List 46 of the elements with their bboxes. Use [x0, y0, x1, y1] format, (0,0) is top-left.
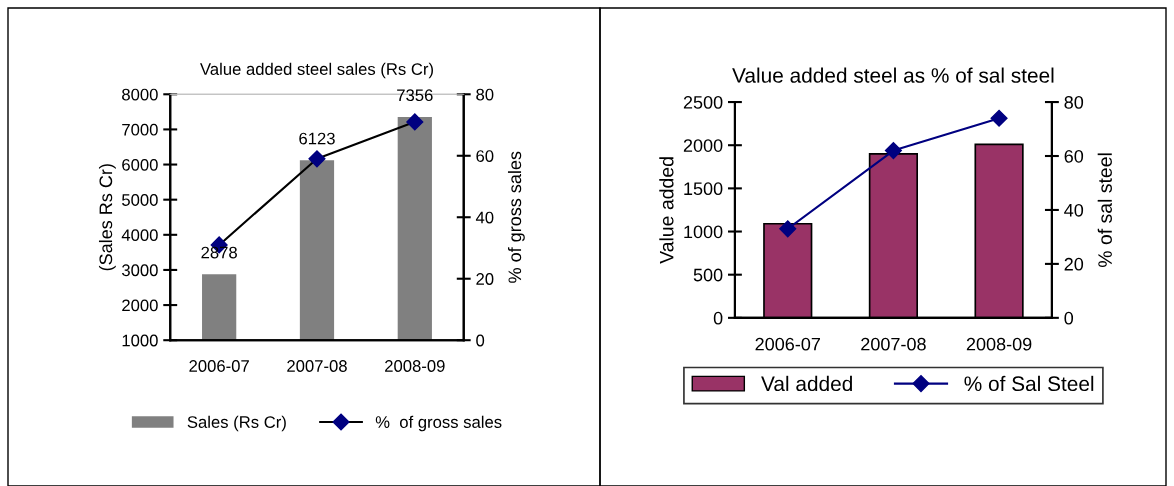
y2-axis-title: % of gross sales: [507, 151, 525, 283]
y2-axis-title: % of sal steel: [1097, 153, 1112, 268]
y-tick-label: 8000: [122, 88, 158, 101]
y2-tick-label: 60: [476, 150, 494, 162]
point: [884, 142, 902, 160]
legend-label: % of gross sales: [375, 415, 502, 432]
y2-tick-label: 80: [1064, 95, 1084, 109]
y-tick-label: 2500: [683, 95, 723, 109]
x-tick-label: 2006-07: [189, 360, 249, 372]
point: [990, 109, 1008, 127]
data-label: 2878: [201, 246, 237, 259]
x-tick-label: 2008-09: [385, 360, 445, 372]
chart-title: Value added steel as % of sal steel: [732, 67, 1054, 83]
y-tick-label: 6000: [122, 158, 158, 171]
y2-tick-label: 40: [1064, 203, 1084, 217]
x-tick-label: 2007-08: [287, 360, 347, 372]
y-tick-label: 0: [713, 311, 723, 325]
legend-label: Sales (Rs Cr): [187, 415, 286, 432]
legend-label: Val added: [761, 375, 852, 392]
chart-title: Value added steel sales (Rs Cr): [200, 62, 433, 79]
y-tick-label: 1500: [684, 182, 723, 196]
y2-tick-label: 60: [1064, 149, 1084, 163]
y-tick-label: 2000: [122, 299, 158, 312]
y-tick-label: 5000: [122, 194, 158, 206]
y2-tick-label: 80: [476, 88, 494, 101]
y-tick-label: 1000: [684, 225, 723, 239]
y2-tick-label: 0: [476, 334, 485, 347]
data-label: 6123: [299, 132, 335, 145]
y-tick-label: 3000: [121, 264, 158, 277]
x-tick-label: 2007-08: [861, 337, 926, 351]
y2-tick-label: 20: [1064, 257, 1084, 271]
point: [779, 220, 797, 238]
data-label: 7356: [397, 89, 433, 102]
y2-tick-label: 0: [1064, 311, 1074, 325]
y-axis-title: Value added: [659, 157, 674, 264]
y-tick-label: 500: [693, 268, 723, 282]
y-tick-label: 2000: [683, 139, 723, 152]
y2-tick-label: 20: [476, 273, 494, 285]
y-tick-label: 4000: [121, 229, 158, 242]
x-tick-label: 2006-07: [755, 337, 820, 351]
y2-tick-label: 40: [475, 211, 494, 224]
y-axis-title: (Sales Rs Cr): [98, 164, 116, 271]
x-tick-label: 2008-09: [966, 337, 1032, 351]
y-tick-label: 1000: [122, 334, 158, 347]
y-tick-label: 7000: [122, 123, 158, 136]
legend-label: % of Sal Steel: [964, 375, 1094, 392]
